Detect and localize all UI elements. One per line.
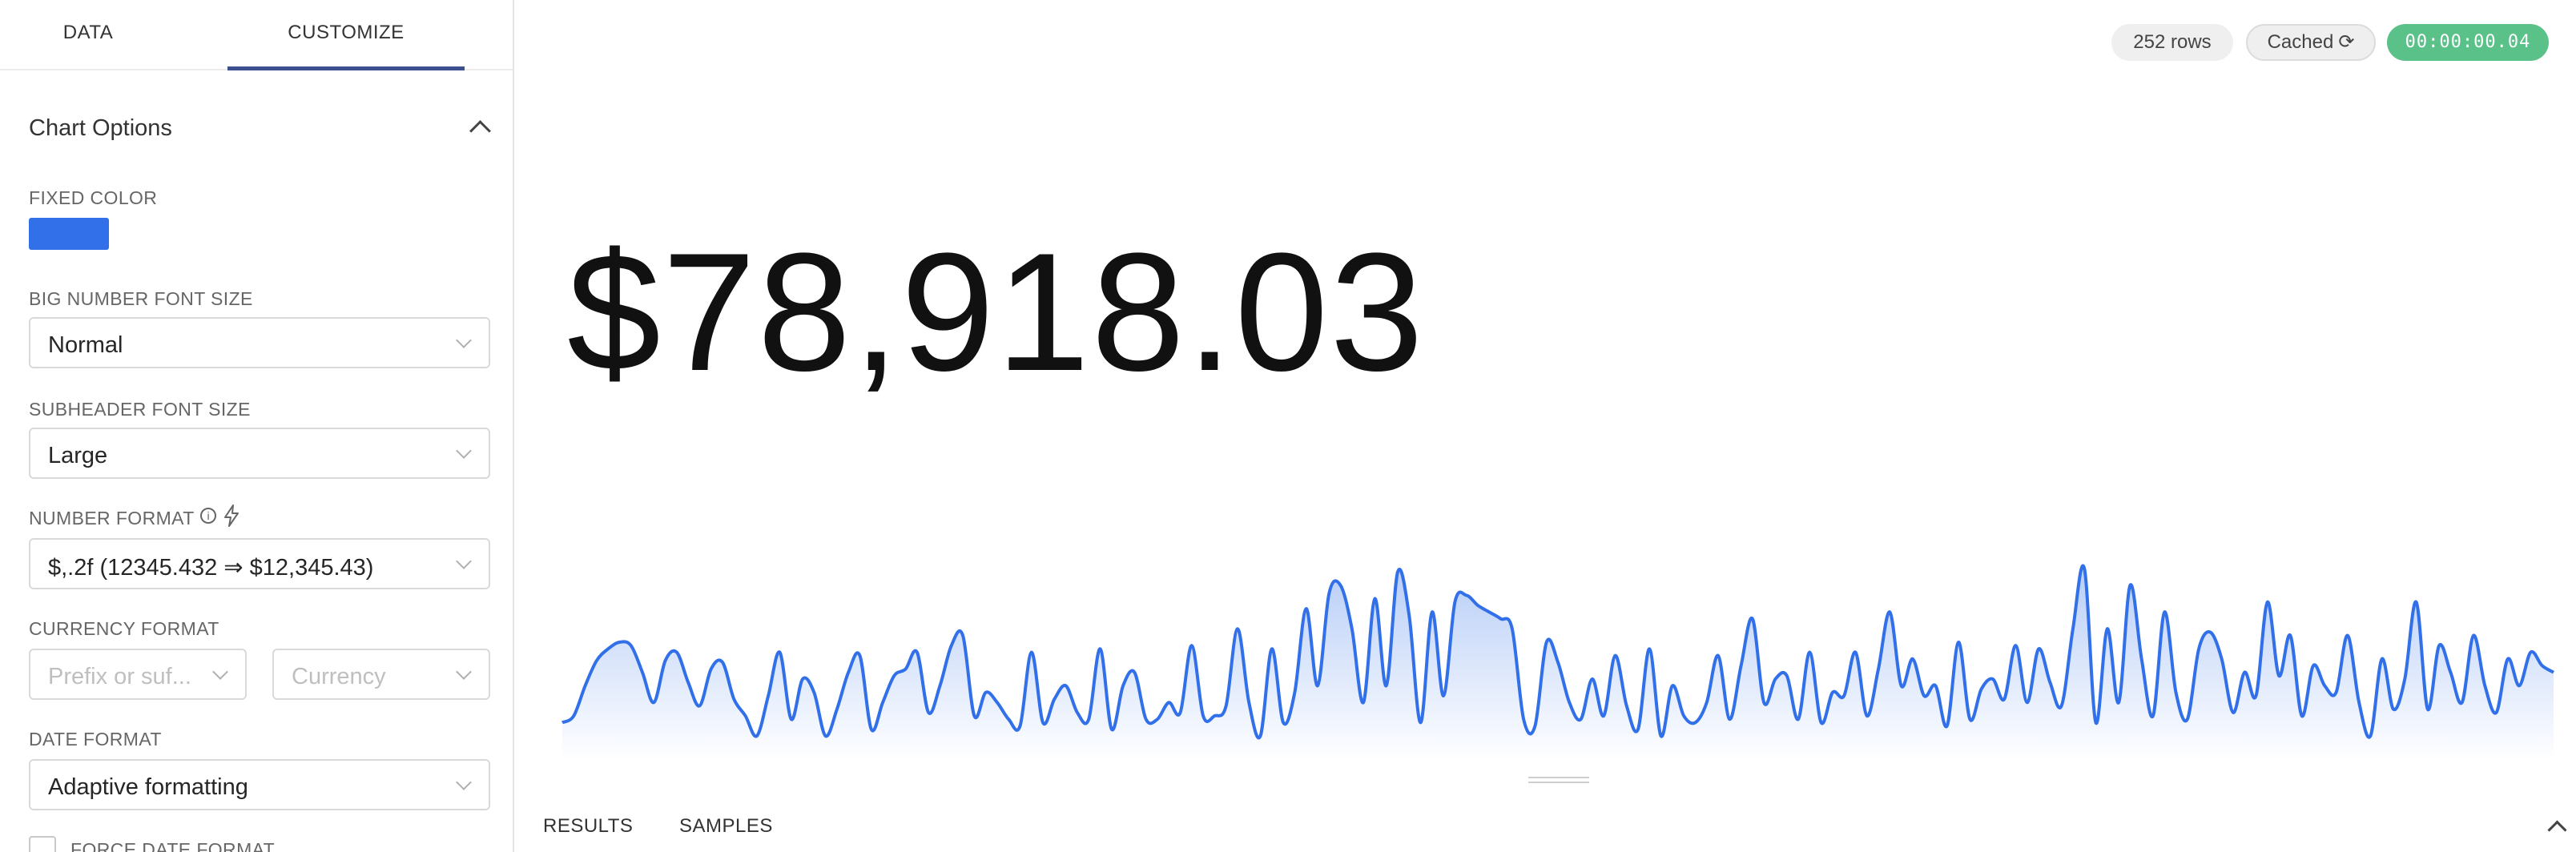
tab-samples[interactable]: SAMPLES: [679, 815, 773, 837]
chart-options-title: Chart Options: [29, 115, 172, 141]
chevron-down-icon: [456, 443, 472, 459]
big-number-font-size-value: Normal: [48, 332, 123, 358]
cached-label: Cached: [2267, 31, 2334, 53]
chevron-down-icon: [456, 553, 472, 569]
resize-handle[interactable]: [1528, 777, 1589, 785]
info-icon[interactable]: i: [200, 508, 216, 524]
chevron-down-icon: [456, 332, 472, 348]
currency-select[interactable]: Currency: [272, 649, 490, 700]
active-tab-indicator: [227, 66, 465, 70]
query-timer-badge: 00:00:00.04: [2387, 24, 2549, 61]
subheader-font-size-value: Large: [48, 443, 108, 468]
chevron-up-icon: [469, 120, 491, 142]
chart-options-header[interactable]: Chart Options: [0, 96, 513, 160]
trendline-chart: [561, 564, 2555, 761]
date-format-value: Adaptive formatting: [48, 774, 248, 800]
number-format-value: $,.2f (12345.432 ⇒ $12,345.43): [48, 555, 374, 581]
panel-tabs: DATA CUSTOMIZE: [0, 0, 513, 70]
fixed-color-swatch[interactable]: [29, 218, 109, 250]
currency-format-label: CURRENCY FORMAT: [29, 618, 219, 639]
row-count-badge: 252 rows: [2111, 24, 2233, 61]
date-format-select[interactable]: Adaptive formatting: [29, 759, 490, 810]
big-number-value: $78,918.03: [567, 218, 1426, 406]
big-number-font-size-label: BIG NUMBER FONT SIZE: [29, 288, 253, 309]
trendline-line: [561, 564, 2555, 740]
cached-badge[interactable]: Cached ⟳: [2246, 24, 2376, 61]
big-number-font-size-select[interactable]: Normal: [29, 317, 490, 368]
number-format-label: NUMBER FORMAT: [29, 508, 195, 528]
force-date-format-checkbox[interactable]: [29, 836, 56, 852]
fixed-color-label: FIXED COLOR: [29, 187, 158, 208]
data-tabs: RESULTS SAMPLES: [529, 801, 2576, 852]
chevron-down-icon: [456, 774, 472, 790]
force-date-format-label: FORCE DATE FORMAT: [70, 839, 276, 852]
tab-customize[interactable]: CUSTOMIZE: [227, 0, 465, 70]
tab-data[interactable]: DATA: [62, 22, 114, 43]
subheader-font-size-select[interactable]: Large: [29, 428, 490, 479]
number-format-select[interactable]: $,.2f (12345.432 ⇒ $12,345.43): [29, 538, 490, 589]
refresh-icon: ⟳: [2338, 31, 2355, 53]
currency-prefix-select[interactable]: Prefix or suf...: [29, 649, 247, 700]
date-format-label: DATE FORMAT: [29, 729, 162, 750]
tab-results[interactable]: RESULTS: [543, 815, 634, 837]
subheader-font-size-label: SUBHEADER FONT SIZE: [29, 399, 251, 420]
currency-placeholder: Currency: [292, 664, 386, 689]
currency-prefix-placeholder: Prefix or suf...: [48, 664, 191, 689]
lightning-icon: [224, 504, 239, 527]
chevron-down-icon: [212, 664, 228, 680]
chevron-down-icon: [456, 664, 472, 680]
tab-customize-label: CUSTOMIZE: [288, 22, 405, 43]
control-panel: DATA CUSTOMIZE Chart Options FIXED COLOR…: [0, 0, 514, 852]
